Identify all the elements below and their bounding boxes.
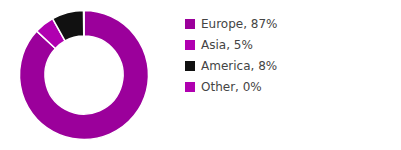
svg-text:Other, 0%: Other, 0% [201, 80, 262, 94]
svg-text:Europe, 87%: Europe, 87% [201, 17, 278, 31]
svg-text:Asia, 5%: Asia, 5% [201, 38, 253, 52]
svg-text:America, 8%: America, 8% [201, 59, 277, 73]
